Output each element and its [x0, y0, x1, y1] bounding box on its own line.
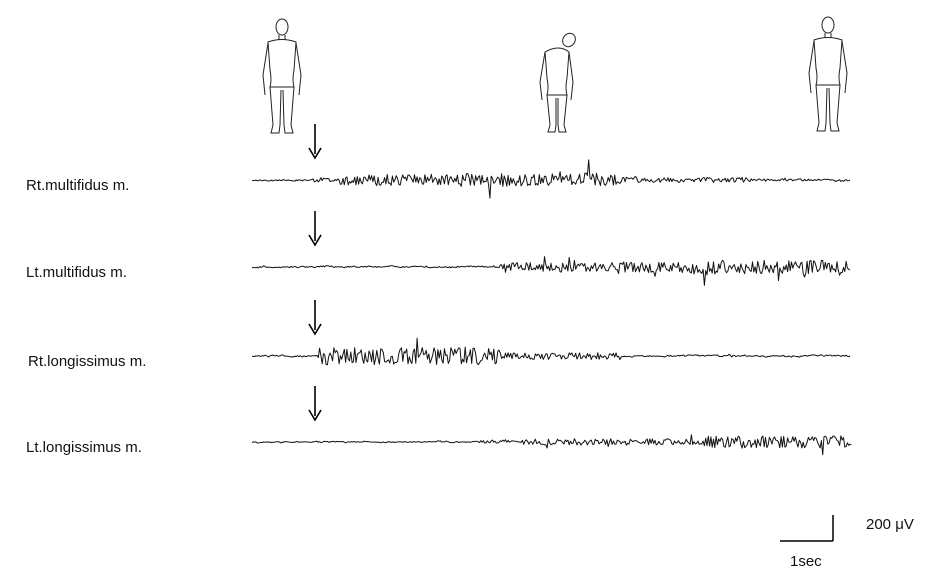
- traces: Rt.multifidus m. Lt.multifidus m. Rt.longi…: [26, 124, 851, 456]
- trace-label: Rt.multifidus m.: [26, 177, 129, 194]
- posture-upright-start: [263, 19, 301, 133]
- emg-trace: [252, 257, 850, 286]
- figure: Rt.multifidus m. Lt.multifidus m. Rt.longi…: [0, 0, 930, 569]
- amplitude-label: 200 μV: [866, 516, 914, 533]
- trace-label: Lt.longissimus m.: [26, 439, 142, 456]
- emg-trace: [252, 160, 850, 198]
- trace-label: Rt.longissimus m.: [28, 353, 146, 370]
- emg-trace: [252, 338, 850, 365]
- posture-flexed: [540, 31, 578, 132]
- trace-label: Lt.multifidus m.: [26, 264, 127, 281]
- emg-trace: [252, 435, 851, 455]
- time-label: 1sec: [790, 553, 822, 569]
- posture-upright-end: [809, 17, 847, 131]
